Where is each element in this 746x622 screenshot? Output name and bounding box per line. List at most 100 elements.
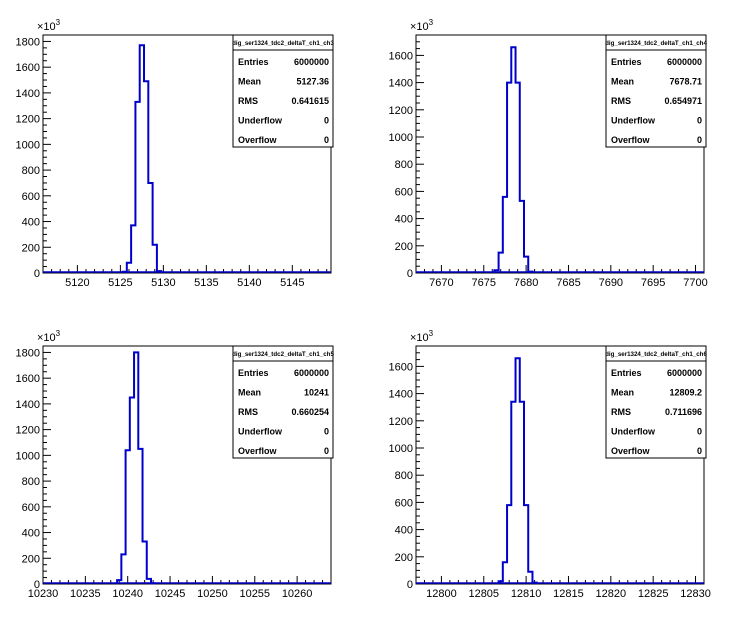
y-tick-label: 1200 <box>389 416 413 428</box>
stats-box: dig_ser1324_tdc2_deltaT_ch1_ch5 Entries 60… <box>232 345 334 459</box>
x-tick-label: 12820 <box>596 588 627 600</box>
y-tick-label: 1200 <box>16 114 40 126</box>
x-tick-label: 5145 <box>280 277 304 289</box>
y-multiplier-exponent: 3 <box>56 18 61 27</box>
stats-label-mean: Mean <box>238 77 261 87</box>
y-multiplier-label: ×103 <box>37 329 61 344</box>
stats-box-frame <box>232 34 334 148</box>
y-tick-label: 600 <box>395 497 413 509</box>
x-tick-label: 7675 <box>472 277 496 289</box>
y-multiplier-exponent: 3 <box>429 18 434 27</box>
stats-value-underflow: 0 <box>324 116 329 126</box>
histogram-outline <box>493 46 534 273</box>
stats-title: dig_ser1324_tdc2_deltaT_ch1_ch4 <box>605 40 707 47</box>
stats-value-rms: 0.654971 <box>664 96 702 106</box>
plot-frame <box>42 34 332 274</box>
y-tick-label: 1400 <box>16 399 40 411</box>
stats-label-underflow: Underflow <box>238 116 283 126</box>
x-tick-label: 12810 <box>511 588 542 600</box>
stats-label-mean: Mean <box>611 388 634 398</box>
y-tick-label: 200 <box>395 552 413 564</box>
y-tick-label: 1000 <box>16 139 40 151</box>
y-multiplier-exponent: 3 <box>56 329 61 338</box>
stats-box: dig_ser1324_tdc2_deltaT_ch1_ch4 Entries 60… <box>605 34 707 148</box>
stats-value-entries: 6000000 <box>667 368 702 378</box>
stats-label-underflow: Underflow <box>238 427 283 437</box>
stats-box: dig_ser1324_tdc2_deltaT_ch1_ch6 Entries 60… <box>605 345 707 459</box>
y-multiplier-base: ×10 <box>410 21 429 33</box>
stats-label-rms: RMS <box>611 407 631 417</box>
y-tick-label: 0 <box>407 268 413 280</box>
stats-label-rms: RMS <box>238 407 258 417</box>
x-tick-label: 12825 <box>638 588 669 600</box>
y-tick-label: 1600 <box>16 373 40 385</box>
x-tick-label: 7685 <box>556 277 580 289</box>
x-tick-label: 10255 <box>239 588 270 600</box>
x-tick-label: 5135 <box>194 277 218 289</box>
stats-value-rms: 0.641615 <box>291 96 329 106</box>
stats-value-underflow: 0 <box>697 427 702 437</box>
y-tick-label: 1200 <box>389 105 413 117</box>
x-tick-label: 12830 <box>680 588 711 600</box>
y-multiplier-base: ×10 <box>37 21 56 33</box>
stats-value-mean: 5127.36 <box>296 77 329 87</box>
y-multiplier-base: ×10 <box>410 332 429 344</box>
x-tick-label: 10230 <box>28 588 59 600</box>
y-tick-label: 400 <box>395 525 413 537</box>
stats-label-entries: Entries <box>238 368 269 378</box>
histogram-panel-1: 0 200 400 600 800 1000 1200 1400 1600 1800 5120 512… <box>16 18 335 289</box>
histogram-panel-3: 0 200 400 600 800 1000 1200 1400 1600 1800 10230 10… <box>16 329 335 600</box>
y-tick-label: 0 <box>34 268 40 280</box>
x-tick-label: 7695 <box>641 277 665 289</box>
x-tick-label: 12800 <box>426 588 457 600</box>
y-tick-label: 1000 <box>389 443 413 455</box>
stats-box: dig_ser1324_tdc2_deltaT_ch1_ch3 Entries 60… <box>232 34 334 148</box>
stats-value-mean: 10241 <box>304 388 329 398</box>
stats-label-entries: Entries <box>611 57 642 67</box>
stats-value-overflow: 0 <box>697 135 702 145</box>
x-tick-label: 7680 <box>514 277 538 289</box>
stats-value-entries: 6000000 <box>294 57 329 67</box>
y-tick-label: 600 <box>22 191 40 203</box>
stats-label-overflow: Overflow <box>238 135 278 145</box>
y-tick-label: 0 <box>34 579 40 591</box>
stats-value-underflow: 0 <box>324 427 329 437</box>
stats-value-mean: 7678.71 <box>669 77 702 87</box>
stats-value-overflow: 0 <box>324 446 329 456</box>
histogram-outline <box>121 44 163 273</box>
y-tick-label: 1400 <box>389 389 413 401</box>
y-tick-label: 1600 <box>389 361 413 373</box>
x-tick-label: 5140 <box>237 277 261 289</box>
stats-label-mean: Mean <box>238 388 261 398</box>
y-tick-label: 1600 <box>389 50 413 62</box>
stats-value-rms: 0.660254 <box>291 407 329 417</box>
x-tick-label: 10260 <box>282 588 313 600</box>
stats-box-frame <box>605 345 707 459</box>
stats-box-frame <box>605 34 707 148</box>
y-tick-label: 200 <box>22 242 40 254</box>
x-tick-label: 7670 <box>429 277 453 289</box>
stats-title: dig_ser1324_tdc2_deltaT_ch1_ch5 <box>232 351 334 358</box>
histogram-outline <box>497 357 538 584</box>
y-tick-label: 1400 <box>16 88 40 100</box>
stats-box-frame <box>232 345 334 459</box>
histogram-panel-2: 0 200 400 600 800 1000 1200 1400 1600 7670 7675 768… <box>389 18 708 289</box>
histogram-panel-4: 0 200 400 600 800 1000 1200 1400 1600 12800 12805 1… <box>389 329 711 600</box>
y-multiplier-exponent: 3 <box>429 329 434 338</box>
stats-label-overflow: Overflow <box>611 135 651 145</box>
x-tick-label: 5130 <box>151 277 175 289</box>
stats-value-entries: 6000000 <box>667 57 702 67</box>
stats-label-overflow: Overflow <box>238 446 278 456</box>
y-tick-label: 400 <box>22 217 40 229</box>
stats-value-overflow: 0 <box>697 446 702 456</box>
stats-label-underflow: Underflow <box>611 116 656 126</box>
stats-value-underflow: 0 <box>697 116 702 126</box>
stats-value-rms: 0.711696 <box>665 407 702 417</box>
stats-title: dig_ser1324_tdc2_deltaT_ch1_ch6 <box>605 351 707 358</box>
y-multiplier-label: ×103 <box>410 18 434 33</box>
stats-label-entries: Entries <box>611 368 642 378</box>
stats-value-overflow: 0 <box>324 135 329 145</box>
stats-value-entries: 6000000 <box>294 368 329 378</box>
stats-label-rms: RMS <box>611 96 631 106</box>
